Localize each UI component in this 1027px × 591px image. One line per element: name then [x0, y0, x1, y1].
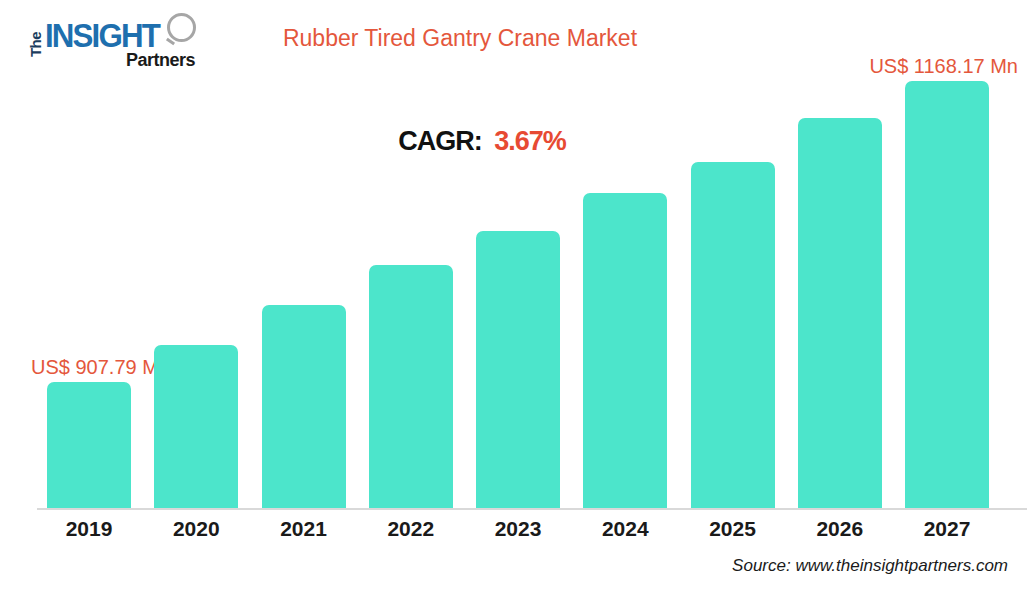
- logo-partners-text: Partners: [33, 50, 195, 71]
- x-axis-line: [37, 508, 1027, 510]
- bar-2021: [262, 305, 346, 509]
- last-bar-value-label: US$ 1168.17 Mn: [869, 55, 1018, 78]
- year-label-2026: 2026: [798, 517, 882, 541]
- year-label-2027: 2027: [905, 517, 989, 541]
- year-label-2020: 2020: [154, 517, 238, 541]
- source-attribution: Source: www.theinsightpartners.com: [732, 556, 1008, 576]
- chart-canvas: The INSIGHT Partners Rubber Tired Gantry…: [0, 0, 1027, 591]
- bar-2024: [583, 193, 667, 509]
- insight-partners-logo: The INSIGHT Partners: [33, 12, 208, 72]
- bar-2020: [154, 345, 238, 509]
- year-label-2024: 2024: [583, 517, 667, 541]
- chart-title: Rubber Tired Gantry Crane Market: [283, 25, 637, 52]
- magnifier-icon: [167, 13, 196, 42]
- bar-2023: [476, 231, 560, 509]
- year-label-2021: 2021: [262, 517, 346, 541]
- bar-2022: [369, 265, 453, 509]
- year-label-2019: 2019: [47, 517, 131, 541]
- bar-2019: [47, 382, 131, 509]
- year-label-2025: 2025: [691, 517, 775, 541]
- plot-area: [47, 81, 989, 509]
- year-axis: 2019 2020 2021 2022 2023 2024 2025 2026 2027: [47, 517, 989, 541]
- bar-2027: [905, 81, 989, 509]
- bar-2025: [691, 162, 775, 509]
- year-label-2022: 2022: [369, 517, 453, 541]
- bar-2026: [798, 118, 882, 509]
- year-label-2023: 2023: [476, 517, 560, 541]
